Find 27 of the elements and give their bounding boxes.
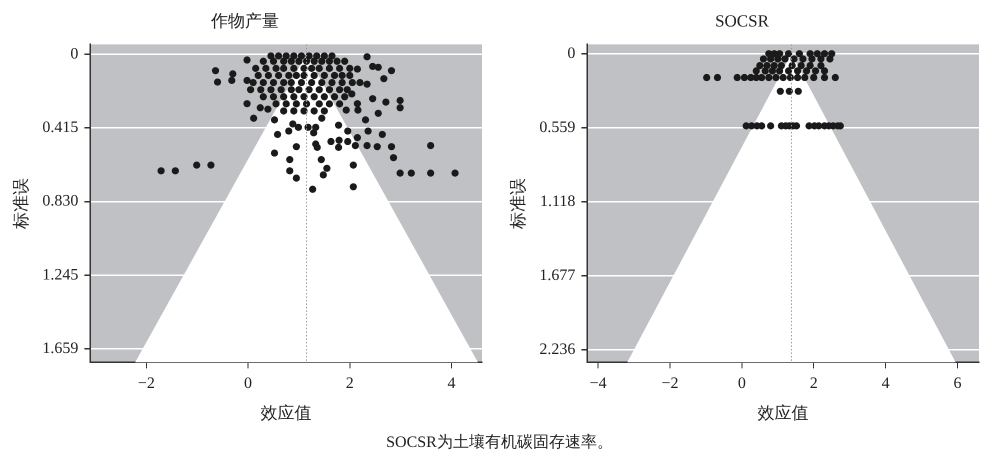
y-tick-label: 1.118 — [540, 193, 576, 210]
y-tick-label: 0.830 — [42, 192, 78, 210]
y-tick-label: 0.559 — [539, 118, 576, 136]
x-axis-title: 效应值 — [758, 403, 809, 422]
x-tick-label: 6 — [953, 375, 962, 392]
chart-title: 作物产量 — [210, 12, 279, 31]
y-axis-title: 标准误 — [12, 178, 31, 230]
x-tick-label: 2 — [810, 375, 818, 392]
x-tick-label: 4 — [447, 375, 456, 392]
x-tick-label: −4 — [590, 375, 607, 392]
x-tick-label: 0 — [244, 375, 252, 392]
y-tick-label: 1.245 — [42, 266, 78, 284]
y-tick-label: 0 — [567, 44, 576, 62]
y-tick-label: 0.415 — [42, 119, 78, 136]
x-tick-label: 2 — [346, 375, 354, 392]
x-tick-label: −2 — [662, 375, 679, 392]
x-tick-label: 4 — [882, 375, 890, 392]
y-tick-label: 1.659 — [42, 340, 78, 357]
y-tick-label: 0 — [70, 45, 78, 62]
x-axis-title: 效应值 — [260, 403, 312, 422]
x-tick-label: 0 — [738, 375, 746, 392]
y-tick-label: 1.677 — [539, 267, 576, 284]
chart-title: SOCSR — [715, 12, 770, 31]
text: SOCSR为土壤有机碳固存速率。 — [385, 432, 614, 453]
x-tick-label: −2 — [138, 375, 155, 392]
y-tick-label: 2.236 — [539, 341, 576, 358]
y-axis-title: 标准误 — [508, 178, 528, 230]
